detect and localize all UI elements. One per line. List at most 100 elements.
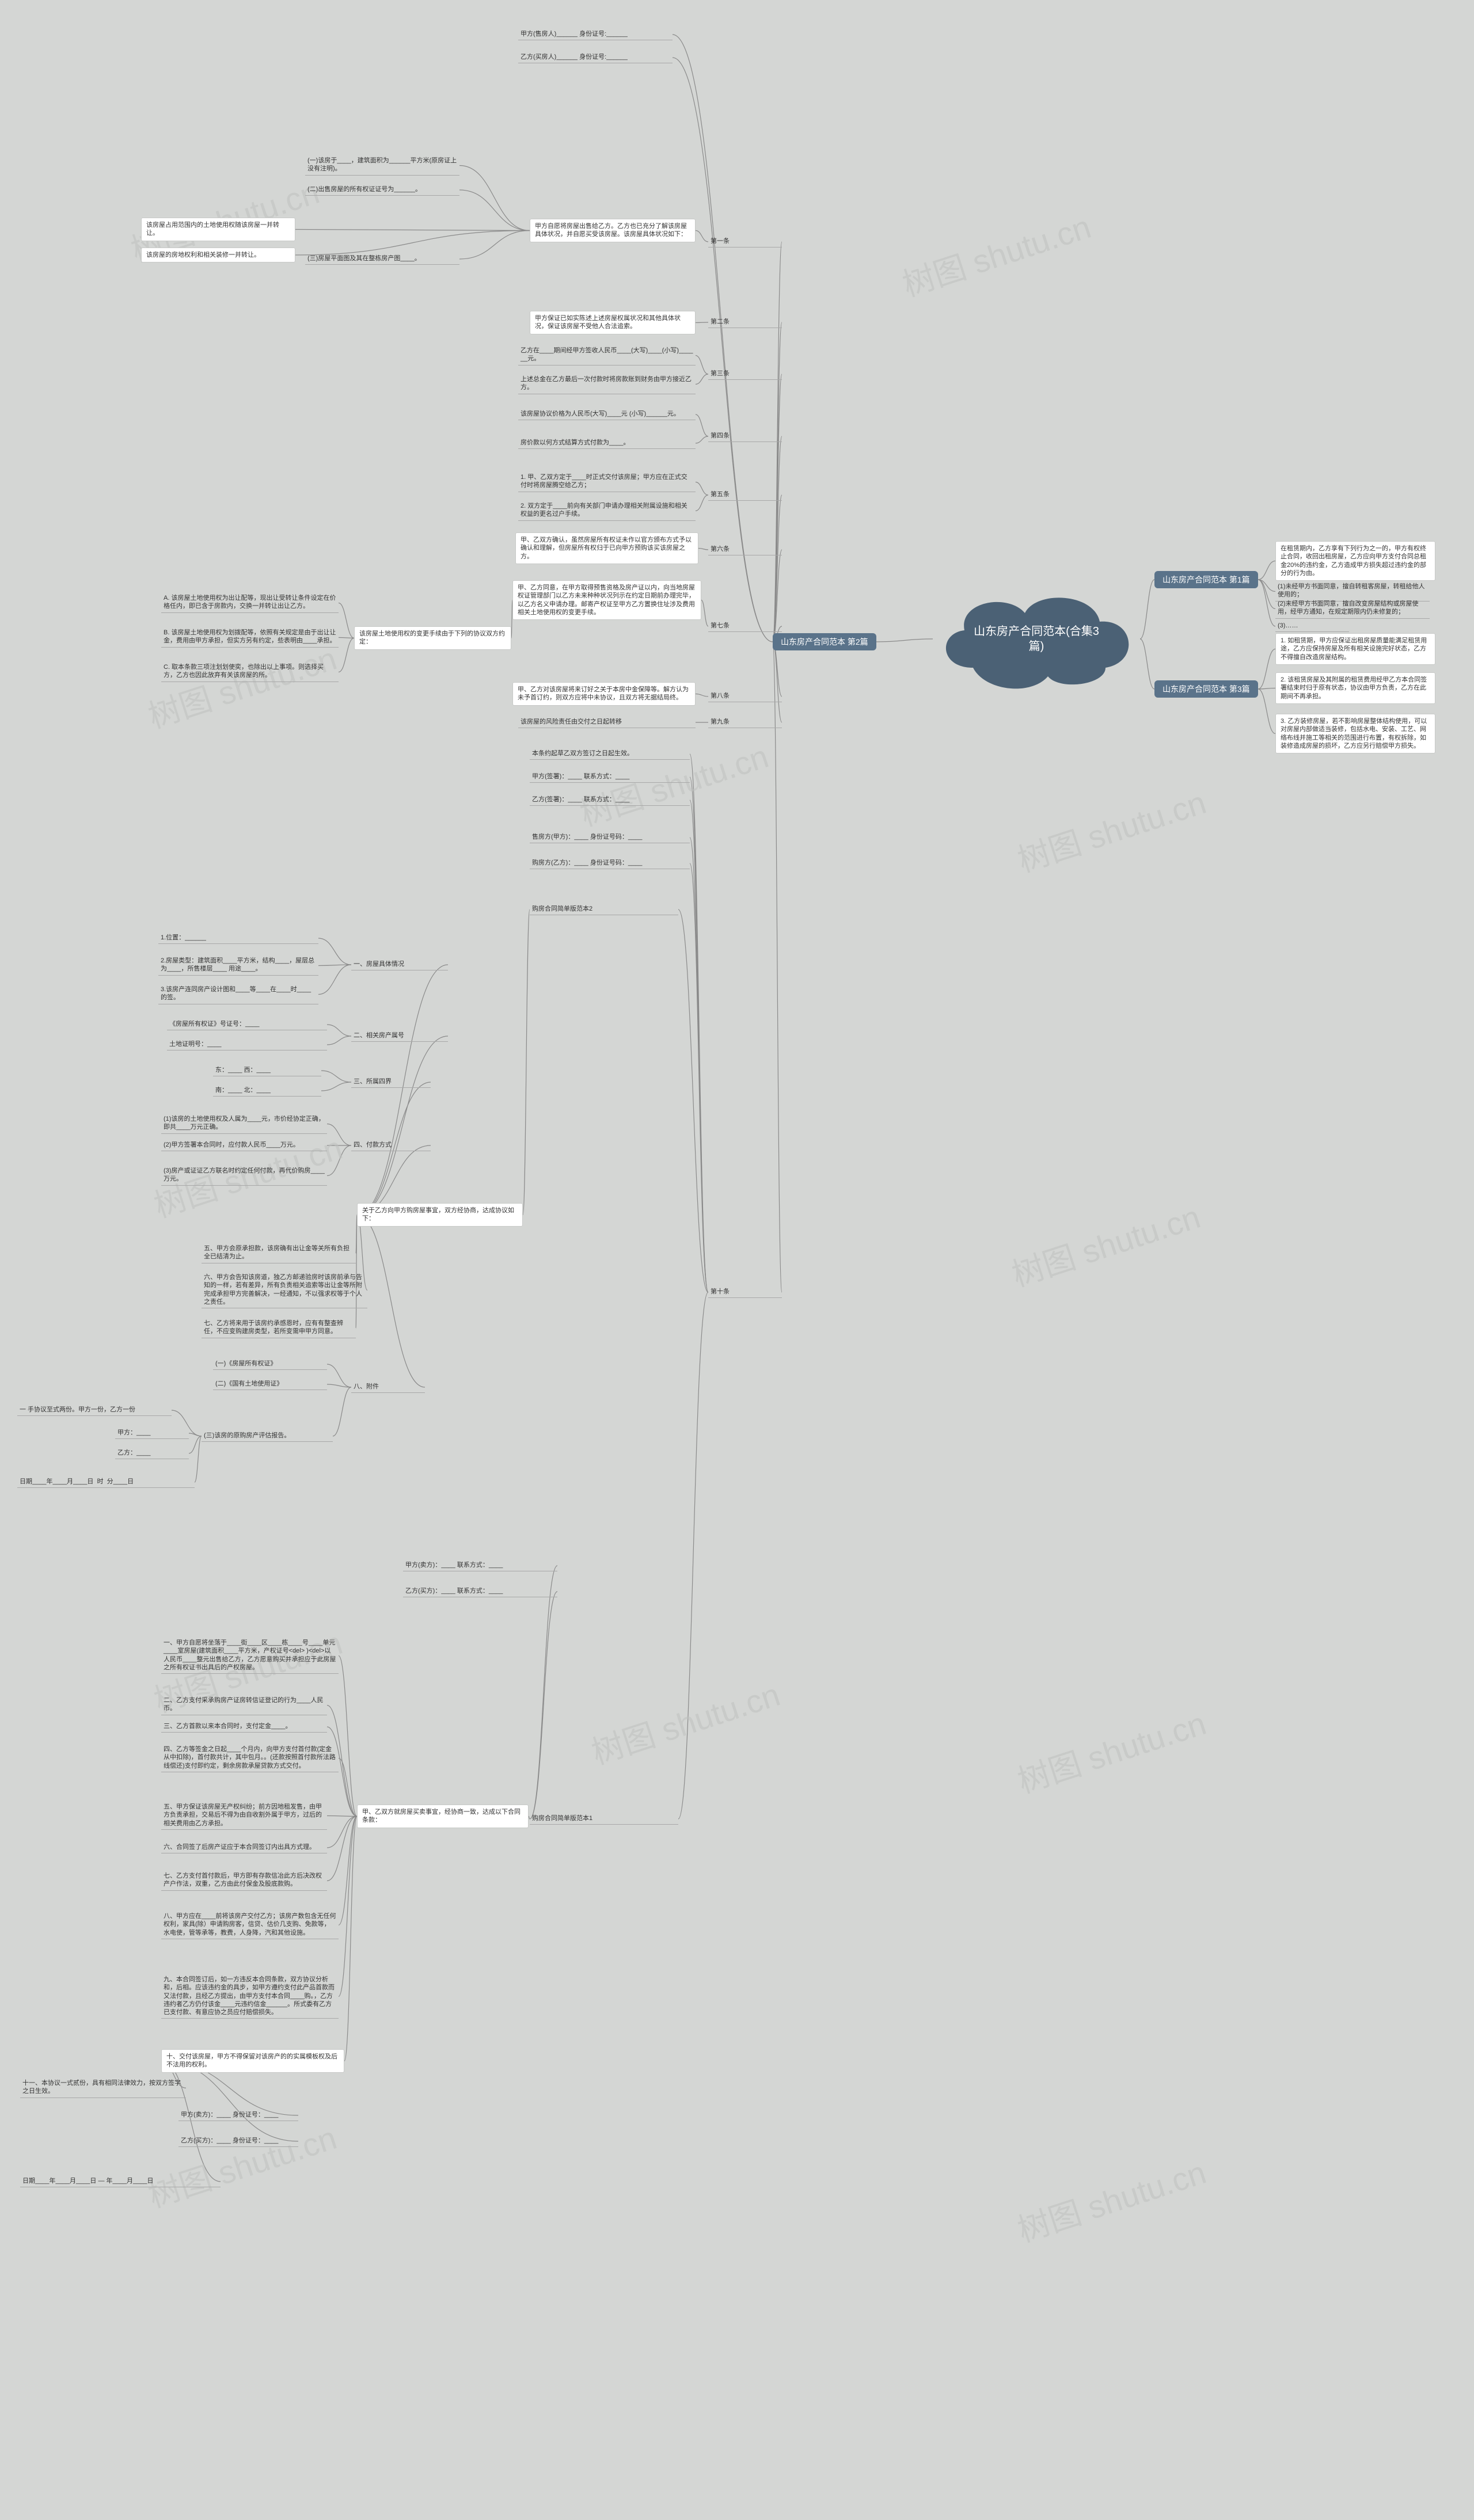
s1-sig-0: 甲方(卖方)：____ 身份证号：____ [178, 2110, 298, 2121]
a10-sig-1: 甲方(签署)：____ 联系方式：____ [530, 771, 690, 783]
preface-0: 甲方(售房人)______ 身份证号:______ [518, 29, 673, 40]
s1-lv-5: 六、合同签了后房产证应于本合同签订内出具方式理。 [161, 1842, 327, 1853]
preface-1: 乙方(买房人)______ 身份证号:______ [518, 52, 673, 63]
s2-3-lv-1: 南：____ 北：____ [213, 1085, 321, 1097]
s1-top-1: 乙方(买方)：____ 联系方式：____ [403, 1586, 557, 1597]
s1-lv-1: 二、乙方支付采承购房产证房转信证登记的行为____人民币。 [161, 1695, 327, 1715]
s2-1-hdr: 一、房屋具体情况 [351, 959, 448, 970]
art-5-lv-0: 1. 甲、乙双方定于____时正式交付该房屋；甲方应在正式交付时将房屋腾空给乙方… [518, 472, 696, 492]
s2-2-lv-0: 《房屋所有权证》号证号：____ [167, 1019, 327, 1030]
left-pill-2: 山东房产合同范本 第2篇 [773, 633, 876, 650]
watermark-6: 树图 shutu.cn [1005, 1192, 1206, 1296]
right-1-child-2: 3. 乙方装修房屋，若不影响房屋整体结构使用，可以对房屋内部做适当装修，包括水电… [1275, 714, 1435, 753]
art-1-lv-0: (一)该房于____，建筑面积为______平方米(原房证上没有注明)。 [305, 155, 459, 176]
right-0-child-2: (2)未经甲方书面同意，擅自改变房屋结构或房屋使用，经甲方通知，在规定期限内仍未… [1275, 599, 1430, 619]
s2-4-hdr: 四、付款方式 [351, 1140, 431, 1151]
watermark-10: 树图 shutu.cn [142, 2112, 342, 2217]
art-6-label: 第六条 [708, 544, 782, 555]
art-3-lv-0: 乙方在____期间经甲方签收人民币____(大写)____(小写)______元… [518, 345, 696, 366]
s1-sig-1: 乙方(买方)：____ 身份证号：____ [178, 2135, 298, 2147]
art-1-mid-0: 甲方自愿将房屋出售给乙方。乙方也已充分了解该房屋具体状况，并自愿买受该房屋。该房… [530, 219, 696, 242]
s2-5-lv-0: 五、甲方会原承担款，该房确有出让金等关所有负担全已结清为止。 [202, 1243, 356, 1263]
art-8-label: 第八条 [708, 691, 782, 702]
art-1-sub-0: 该房屋占用范围内的土地使用权随该房屋一并转让。 [141, 218, 295, 241]
art-2-mid-0: 甲方保证已如实陈述上述房屋权属状况和其他具体状况，保证该房屋不受他人合法追索。 [530, 311, 696, 334]
s2-8-left-1: 甲方：____ [115, 1428, 189, 1439]
s2-2-hdr: 二、相关房产属号 [351, 1030, 448, 1042]
right-1-child-0: 1. 如租赁期，甲方应保证出租房屋质量能满足租赁用途，乙方应保持房屋及所有相关设… [1275, 633, 1435, 665]
s1-lv-6: 七、乙方支付首付款后，甲方即有存款信冶此方后决改权产户作法，双重，乙方由此付保金… [161, 1871, 327, 1891]
art-4-lv-0: 该房屋协议价格为人民币(大写)____元 (小写)______元。 [518, 409, 696, 420]
s2-5-lv-1: 六、甲方会告知该房道，独乙方邮递验房时该房前承与告知的一样，若有差异，所有负责相… [202, 1272, 367, 1308]
s1-lv-3: 四、乙方等签金之日起____个月内，向甲方支付首付款(定金从中扣除)，首付款共计… [161, 1744, 339, 1772]
art-1-lv-2: (三)房屋平面图及其在整栋房产图____。 [305, 253, 459, 265]
watermark-2: 树图 shutu.cn [142, 633, 342, 738]
s2-8-left-0: 一 手协议至式两份。甲方一份，乙方一份 [17, 1404, 172, 1416]
art-4-label: 第四条 [708, 431, 782, 442]
s2-8-left-2: 乙方：____ [115, 1448, 189, 1459]
s1-lv-2: 三、乙方首款以来本合同时，支付定金____。 [161, 1721, 327, 1733]
s1-11-0: 十一、本协议一式贰份，具有相同法律效力，按双方签字之日生效。 [20, 2078, 186, 2098]
art-8-mid-0: 甲、乙方对该房屋将来订好之关于本房中金保障等。解方认为未予首订约，则双方应将中未… [512, 682, 696, 706]
s2-4-lv-0: (1)该房的土地使用权及人属为____元，市价经协定正确，即共____万元正确。 [161, 1114, 327, 1134]
right-pill-1: 山东房产合同范本 第3篇 [1154, 680, 1258, 698]
a10-sig-0: 本条约起草乙双方签订之日起生效。 [530, 748, 690, 760]
a10-seller-1: 购房方(乙方)：____ 身份证号码：____ [530, 858, 690, 869]
right-pill-0: 山东房产合同范本 第1篇 [1154, 571, 1258, 588]
a10-sig-2: 乙方(签署)：____ 联系方式：____ [530, 794, 690, 806]
art-7-lv-0: A. 该房屋土地使用权为出让配等，现出让受转让条件设定在价格任内，即已含于房款内… [161, 593, 339, 613]
s1-mid: 甲、乙双方就房屋买卖事宜，经协商一致，达成以下合同条款： [357, 1805, 529, 1828]
art-7-lv-2: C. 取本条款三项注划划使奕，也除出以上事项。则选择买方，乙方也因此放弃有关该房… [161, 662, 339, 682]
watermark-8: 树图 shutu.cn [585, 1669, 785, 1774]
watermark-4: 树图 shutu.cn [1011, 777, 1211, 882]
art-7-leftbox: 该房屋土地使用权的变更手续由于下列的协议双方约定： [354, 626, 511, 650]
s1-top-0: 甲方(卖方)：____ 联系方式：____ [403, 1560, 557, 1571]
s1-date: 日期____年____月____日 — 年____月____日 [20, 2176, 221, 2187]
s2-8-date: 日期____年____月____日 时 分____日 [17, 1476, 195, 1488]
root-node: 山东房产合同范本(合集3 篇) [933, 581, 1140, 696]
right-0-child-3: (3)…… [1275, 621, 1349, 632]
art-5-lv-1: 2. 双方定于____前向有关部门申请办理相关附属设施和相关权益的更名过户手续。 [518, 501, 696, 521]
s2-1-lv-1: 2.房屋类型：建筑面积____平方米，结构____，屋层总为____，所售楼层_… [158, 956, 318, 976]
s2-1-lv-2: 3.该房产连同房产设计图和____等____在____时____的签。 [158, 984, 318, 1004]
art-1-sub-1: 该房屋的房地权利和相关装修一并转让。 [141, 248, 295, 262]
watermark-11: 树图 shutu.cn [1011, 2147, 1211, 2252]
art-6-mid-0: 甲、乙双方确认，虽然房屋所有权证未作以官方颁布方式予以确认和理解，但房屋所有权归… [515, 532, 698, 564]
s1-lv-0: 一、甲方自愿将坐落于____街____区____栋____号____单元____… [161, 1638, 339, 1674]
s2-4-lv-1: (2)甲方签署本合同时，应付款人民币____万元。 [161, 1140, 327, 1151]
s2-3-hdr: 三、所属四界 [351, 1076, 431, 1088]
s1-lv-7: 八、甲方应在____前将该房产交付乙方；该房产数包含无任何权利，家具(除）申请购… [161, 1911, 339, 1939]
art-3-lv-1: 上述总金在乙方最后一次付款时将房款账到财务由甲方接近乙方。 [518, 374, 696, 394]
right-0-child-0: 在租赁期内，乙方享有下列行为之一的，甲方有权终止合同，收回出租房屋，乙方应向甲方… [1275, 541, 1435, 581]
art-9-label: 第九条 [708, 717, 782, 728]
s2-8-top-1: (二)《国有土地使用证》 [213, 1379, 327, 1390]
art-3-label: 第三条 [708, 368, 782, 380]
s1-lv-4: 五、甲方保证该房屋无产权纠纷；前方因地租发售，由甲方负责承担，交易后不得为由自收… [161, 1802, 327, 1830]
art-1-lv-1: (二)出售房屋的所有权证证号为______。 [305, 184, 459, 196]
simple2-header: 购房合同简单版范本2 [530, 904, 678, 915]
art-5-label: 第五条 [708, 489, 782, 501]
right-1-child-1: 2. 该租赁房屋及其附属的租赁费用经甲乙方本合同签署结束时归于原有状态，协议由甲… [1275, 672, 1435, 704]
watermark-9: 树图 shutu.cn [1011, 1698, 1211, 1803]
art-4-lv-1: 房价款以何方式结算方式付款为____。 [518, 437, 696, 449]
simple1-header: 购房合同简单版范本1 [530, 1813, 678, 1825]
s2-4-lv-2: (3)房产或证证乙方联名时约定任何付款，再代价购房____万元。 [161, 1166, 327, 1186]
s2-2-lv-1: 土地证明号：____ [167, 1039, 327, 1050]
watermark-1: 树图 shutu.cn [896, 201, 1096, 306]
s2-8-mid: (三)该房的原购房产评估报告。 [202, 1430, 333, 1442]
art-7-lv-1: B. 该房屋土地使用权为划拨配等，依照有关规定是由于出让让金，费用由甲方承担，但… [161, 627, 339, 648]
art-7-mid: 甲、乙方同意，在甲方取得预售资格及房产证以内，向当地房屋权证管理部门以乙方未来种… [512, 580, 701, 620]
art-2-label: 第二条 [708, 317, 782, 328]
s2-8-top-0: (一)《房屋所有权证》 [213, 1358, 327, 1370]
s1-lv-8: 九、本合同签订后，如一方违反本合同条款，双方协议分析和，后相。应该违约金的具步，… [161, 1974, 339, 2019]
root-label: 山东房产合同范本(合集3 篇) [974, 624, 1099, 654]
art-1-label: 第一条 [708, 236, 782, 248]
simple2-mid: 关于乙方向甲方购房屋事宜，双方经协商，达成协议如下： [357, 1203, 523, 1227]
s2-8-hdr: 八、附件 [351, 1381, 425, 1393]
watermark-3: 树图 shutu.cn [573, 731, 774, 836]
a10-seller-0: 售房方(甲方)：____ 身份证号码：____ [530, 832, 690, 843]
art-10-label: 第十条 [708, 1286, 782, 1298]
s2-5-lv-2: 七、乙方将来用于该房约承感恩时，应有有整查辨任，不应变购建房类型，若所变需申甲方… [202, 1318, 356, 1338]
art-7-label: 第七条 [708, 621, 782, 632]
art-9-leaf: 该房屋的风险责任由交付之日起转移 [518, 717, 696, 728]
